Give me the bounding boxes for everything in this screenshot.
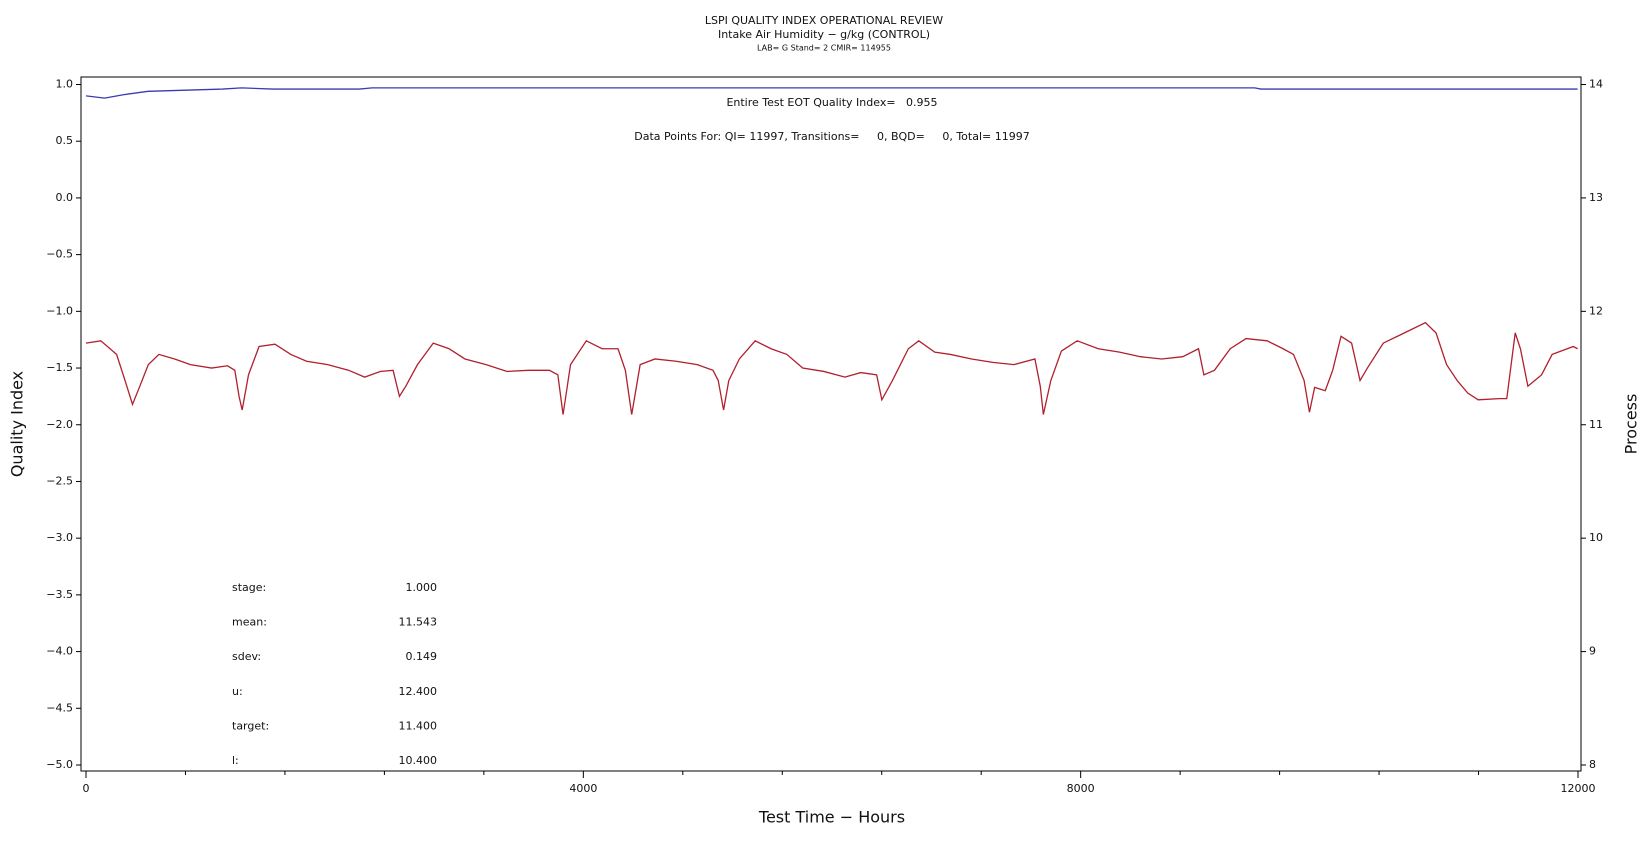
y2-tick-label: 10 — [1589, 531, 1603, 544]
stat-value: 0.149 — [406, 650, 438, 663]
y-axis-title: Quality Index — [8, 371, 27, 477]
y-tick-label: −4.5 — [46, 701, 73, 714]
y-tick-label: 1.0 — [56, 78, 74, 91]
x-tick-label: 12000 — [1561, 782, 1596, 795]
y-tick-label: −1.0 — [46, 304, 73, 317]
y-tick-label: −0.5 — [46, 248, 73, 261]
stat-label: mean: — [232, 616, 267, 629]
y-tick-label: −3.5 — [46, 588, 73, 601]
y2-axis-title: Process — [1622, 394, 1641, 455]
y-tick-label: −2.0 — [46, 418, 73, 431]
x-tick-label: 0 — [83, 782, 90, 795]
chart-title: LSPI QUALITY INDEX OPERATIONAL REVIEW — [705, 14, 943, 27]
y-tick-label: −3.0 — [46, 531, 73, 544]
stat-value: 1.000 — [406, 581, 438, 594]
x-tick-label: 4000 — [569, 782, 597, 795]
y-tick-label: −2.5 — [46, 474, 73, 487]
x-tick-label: 8000 — [1067, 782, 1095, 795]
y2-tick-label: 12 — [1589, 304, 1603, 317]
y-tick-label: −1.5 — [46, 361, 73, 374]
stat-label: u: — [232, 685, 243, 698]
chart-subtitle: Intake Air Humidity − g/kg (CONTROL) — [718, 28, 930, 41]
annotation: Data Points For: QI= 11997, Transitions=… — [634, 130, 1029, 143]
y-tick-label: 0.0 — [56, 191, 74, 204]
y-tick-label: −5.0 — [46, 758, 73, 771]
stat-value: 11.543 — [399, 616, 438, 629]
x-axis-title: Test Time − Hours — [758, 808, 905, 827]
y2-tick-label: 13 — [1589, 191, 1603, 204]
stat-value: 11.400 — [399, 719, 438, 732]
stat-label: target: — [232, 719, 269, 732]
y2-tick-label: 8 — [1589, 758, 1596, 771]
annotation: Entire Test EOT Quality Index= 0.955 — [726, 96, 937, 109]
plot-frame — [80, 76, 1582, 772]
y2-tick-label: 9 — [1589, 645, 1596, 658]
chart-subtitle: LAB= G Stand= 2 CMIR= 114955 — [757, 44, 891, 53]
y2-tick-label: 14 — [1589, 78, 1603, 91]
stat-value: 10.400 — [399, 754, 438, 767]
series-line — [85, 321, 1578, 415]
y-tick-label: 0.5 — [56, 134, 74, 147]
y2-tick-label: 11 — [1589, 418, 1603, 431]
stat-label: stage: — [232, 581, 266, 594]
stat-label: l: — [232, 754, 239, 767]
stat-value: 12.400 — [399, 685, 438, 698]
y-tick-label: −4.0 — [46, 645, 73, 658]
stat-label: sdev: — [232, 650, 261, 663]
series-line — [85, 87, 1578, 99]
